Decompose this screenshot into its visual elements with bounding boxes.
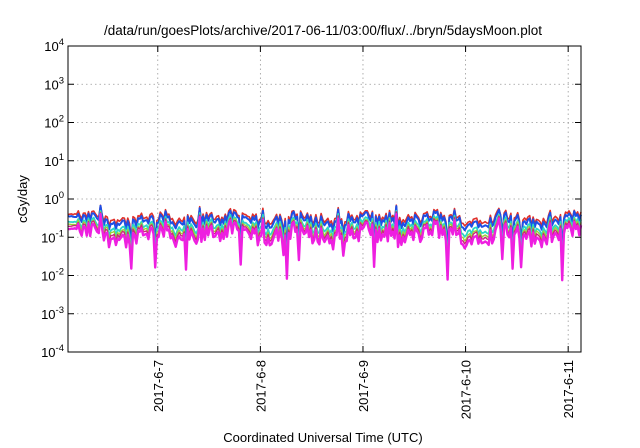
x-tick-label: 2017-6-11 [561, 360, 576, 418]
axes: 104 103 102 101 100 10-1 10-2 10-3 10-4 2017-6-7 2… [41, 37, 581, 419]
series-line [68, 213, 583, 282]
x-tick-label: 2017-6-10 [459, 360, 474, 419]
y-tick-label: 104 [44, 37, 64, 54]
y-tick-label: 100 [44, 190, 64, 207]
y-tick-label: 10-1 [41, 228, 64, 245]
x-tick-label: 2017-6-8 [253, 360, 268, 412]
x-tick-label: 2017-6-9 [356, 360, 371, 412]
series-line [67, 204, 582, 254]
y-tick-label: 10-4 [41, 343, 64, 360]
y-tick-label: 102 [44, 114, 64, 131]
chart-title: /data/run/goesPlots/archive/2017-06-11/0… [104, 23, 542, 38]
series-line [67, 204, 582, 248]
series-layer [67, 204, 583, 282]
y-axis-label: cGy/day [15, 175, 30, 223]
series-line [67, 209, 582, 264]
grid [68, 46, 581, 352]
y-tick-label: 10-2 [41, 267, 64, 284]
y-tick-label: 103 [44, 75, 64, 92]
x-axis-label: Coordinated Universal Time (UTC) [223, 430, 422, 445]
y-tick-label: 101 [44, 152, 64, 169]
y-tick-label: 10-3 [41, 305, 64, 322]
x-tick-label: 2017-6-7 [151, 360, 166, 412]
